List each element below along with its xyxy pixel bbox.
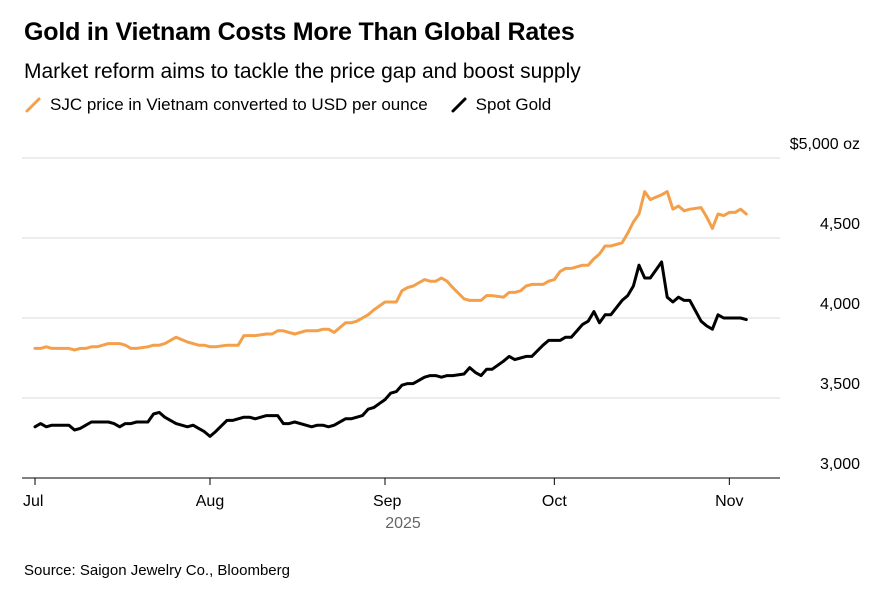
y-tick-label: 4,000 — [820, 296, 860, 313]
chart-subtitle: Market reform aims to tackle the price g… — [24, 60, 581, 83]
series-line-sjc — [33, 190, 748, 352]
chart-title: Gold in Vietnam Costs More Than Global R… — [24, 18, 575, 46]
series-line-spot — [33, 260, 748, 438]
x-tick-label: Sep — [373, 493, 402, 510]
legend-label-sjc: SJC price in Vietnam converted to USD pe… — [50, 95, 428, 114]
legend-swatch-sjc-icon — [25, 97, 41, 113]
x-tick-label: Jul — [23, 493, 43, 510]
y-tick-label: 3,000 — [820, 456, 860, 473]
y-tick-label: $5,000 oz — [790, 136, 860, 153]
source-note: Source: Saigon Jewelry Co., Bloomberg — [24, 562, 290, 579]
y-tick-label: 4,500 — [820, 216, 860, 233]
legend-swatch-spot-icon — [451, 97, 467, 113]
legend-label-spot: Spot Gold — [475, 95, 552, 114]
legend-item-spot: Spot Gold — [450, 95, 552, 115]
x-year-label: 2025 — [385, 515, 421, 532]
x-tick-label: Oct — [542, 493, 567, 510]
legend-item-sjc: SJC price in Vietnam converted to USD pe… — [24, 95, 428, 115]
legend: SJC price in Vietnam converted to USD pe… — [24, 95, 573, 115]
x-tick-label: Aug — [196, 493, 224, 510]
x-tick-label: Nov — [715, 493, 743, 510]
y-tick-label: 3,500 — [820, 376, 860, 393]
